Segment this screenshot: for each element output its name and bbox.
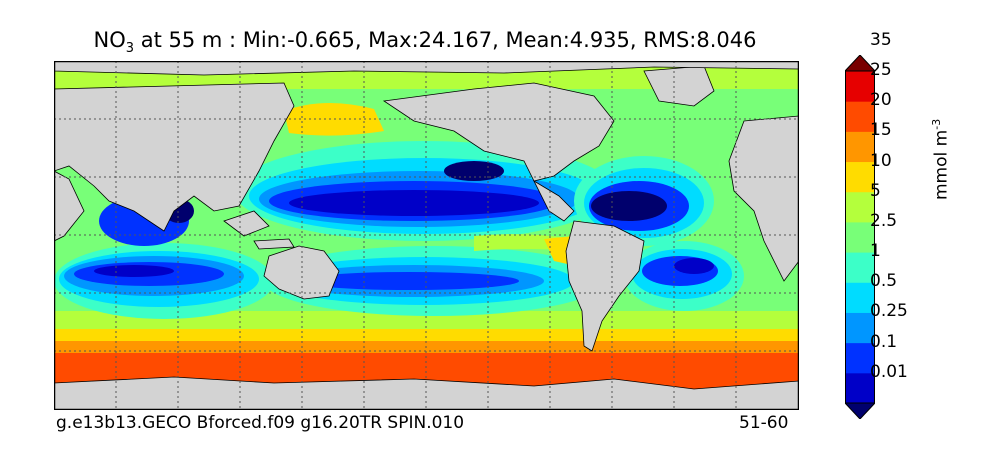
colorbar-svg — [843, 54, 877, 420]
colorbar-extend-min — [843, 402, 877, 420]
colorbar-frame — [845, 70, 875, 404]
colorbar-segment — [845, 342, 875, 374]
colorbar-segment — [845, 221, 875, 253]
years-label: 51-60 — [739, 413, 789, 433]
gyre-indian — [54, 196, 274, 319]
colorbar-tick-label: 0.01 — [870, 361, 908, 382]
title-subscript: 3 — [125, 41, 135, 57]
case-name: g.e13b13.GECO Bforced.f09 g16.20TR SPIN.… — [56, 413, 465, 433]
unit-text: mmol m — [931, 129, 952, 200]
colorbar-tick-label: 15 — [870, 120, 892, 141]
colorbar-segment — [845, 161, 875, 193]
map-svg — [54, 61, 799, 410]
colorbar — [843, 54, 877, 423]
colorbar-tick-label: 0.5 — [870, 271, 898, 292]
map-frame — [54, 61, 799, 410]
colorbar-segment — [845, 101, 875, 132]
colorbar-tick-label: 10 — [870, 150, 892, 171]
colorbar-segment — [845, 252, 875, 283]
colorbar-segment — [845, 372, 875, 404]
land — [54, 61, 799, 410]
gyre-north-atlantic — [574, 156, 714, 246]
colorbar-tick-label: 2.5 — [870, 210, 898, 231]
colorbar-tick-label: 1 — [870, 241, 881, 262]
title-species: NO — [93, 28, 126, 52]
colorbar-unit: mmol m-3 — [930, 119, 952, 200]
colorbar-tick-label: 5 — [870, 180, 881, 201]
colorbar-segment — [845, 71, 875, 102]
title-stats: at 55 m : Min:-0.665, Max:24.167, Mean:4… — [134, 28, 757, 52]
gridlines — [54, 61, 799, 410]
colorbar-tick-label: 0.25 — [870, 301, 908, 322]
ocean-map — [54, 61, 799, 410]
map-title: NO3 at 55 m : Min:-0.665, Max:24.167, Me… — [0, 28, 850, 56]
unit-exponent: -3 — [930, 118, 943, 130]
colorbar-segment — [845, 312, 875, 344]
colorbar-tick-label: 25 — [870, 60, 892, 80]
colorbar-segment — [845, 191, 875, 223]
colorbar-tick-label: 35 — [870, 29, 892, 50]
gyre-north-pacific — [234, 141, 614, 241]
colorbar-segment — [845, 131, 875, 163]
colorbar-tick-label: 0.1 — [870, 331, 898, 352]
colorbar-tick-label: 20 — [870, 90, 892, 111]
colorbar-segment — [845, 282, 875, 313]
